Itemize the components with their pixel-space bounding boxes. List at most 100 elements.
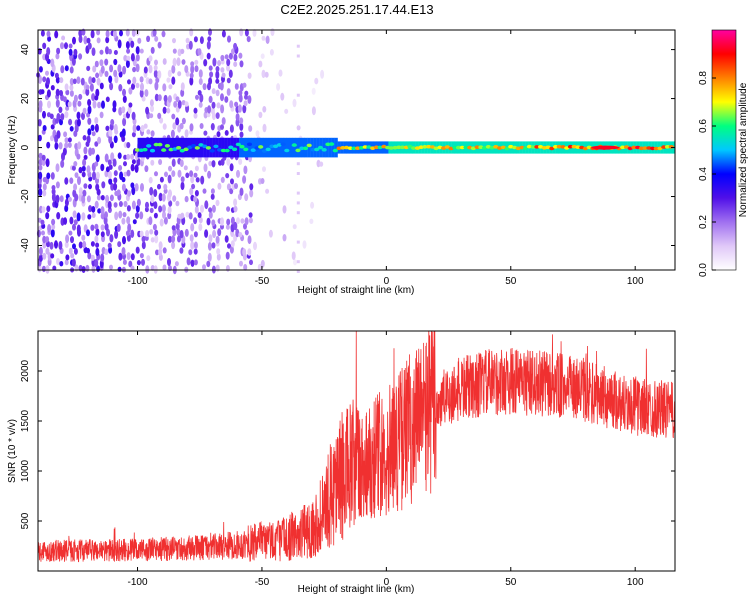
spectrogram-cell bbox=[40, 30, 45, 37]
spectrogram-cell bbox=[119, 30, 123, 37]
spectrogram-cell bbox=[174, 261, 179, 267]
spectrogram-cell bbox=[41, 154, 46, 161]
spectrogram-cell bbox=[69, 126, 74, 132]
spectrogram-cell bbox=[203, 59, 208, 67]
spectrogram-cell bbox=[233, 198, 238, 207]
spectrogram-cell bbox=[86, 37, 91, 44]
snr-y-label: SNR (10 * v/v) bbox=[7, 419, 18, 483]
spectrogram-cell bbox=[131, 29, 136, 37]
spectrogram-cell bbox=[157, 94, 162, 102]
spectrogram-cell bbox=[239, 60, 244, 68]
spectrogram-ridge-core bbox=[299, 146, 305, 151]
spectrogram-cell bbox=[88, 183, 92, 190]
spectrogram-cell bbox=[215, 89, 220, 97]
spectrogram-cell bbox=[226, 88, 231, 96]
spectrogram-cell bbox=[235, 113, 240, 121]
spectrogram-cell bbox=[189, 187, 194, 196]
spectrogram-ridge-core bbox=[422, 145, 428, 149]
spectrogram-cell bbox=[59, 77, 64, 84]
spectrogram-cell bbox=[159, 176, 164, 183]
spectrogram-cell bbox=[148, 78, 153, 85]
spectrogram-cell bbox=[101, 181, 106, 189]
spectrogram-cell bbox=[134, 164, 139, 173]
spectrogram-cell bbox=[121, 176, 126, 183]
spectrogram-cell bbox=[73, 248, 78, 255]
spectrogram-cell bbox=[157, 112, 162, 119]
spectrogram-cell bbox=[215, 112, 220, 119]
spectrogram-cell bbox=[158, 241, 163, 250]
spectrogram-cell bbox=[105, 96, 110, 103]
spectrogram-cell bbox=[127, 79, 131, 85]
spectrogram-ridge-core bbox=[321, 148, 327, 152]
spectrogram-cell bbox=[194, 65, 199, 73]
spectrogram-cell bbox=[162, 264, 167, 271]
spectrogram-cell bbox=[113, 58, 118, 66]
colorbar-label: Normalized spectral amplitude bbox=[738, 82, 749, 217]
spectrogram-cell bbox=[136, 260, 141, 266]
spectrogram-cell bbox=[248, 125, 253, 132]
spectrogram-cell bbox=[189, 76, 194, 86]
spectrogram-cell bbox=[242, 82, 247, 88]
spectrogram-cell bbox=[90, 224, 95, 231]
spectrogram-cell bbox=[113, 50, 118, 55]
y-tick-label: 500 bbox=[20, 512, 31, 529]
spectrogram-cell bbox=[127, 223, 132, 233]
spectrogram-ridge-core bbox=[549, 146, 555, 151]
spectrogram-ridge-band bbox=[277, 137, 282, 158]
spectrogram-cell bbox=[216, 253, 221, 261]
spectrogram-cell bbox=[198, 69, 203, 78]
spectrogram-ridge-band bbox=[251, 137, 255, 158]
colorbar-tick-label: 0.4 bbox=[698, 167, 709, 181]
spectrogram-cell bbox=[91, 93, 96, 102]
spectrogram-cell bbox=[95, 242, 100, 248]
spectrogram-cell bbox=[110, 152, 115, 162]
spectrogram-cell bbox=[177, 235, 181, 243]
spectrogram-cell bbox=[225, 224, 230, 230]
spectrogram-cell bbox=[99, 49, 104, 55]
spectrogram-cell bbox=[141, 235, 146, 243]
spectrogram-cell bbox=[85, 84, 90, 90]
spectrogram-cell bbox=[132, 219, 137, 225]
spectrogram-ridge-core bbox=[650, 146, 656, 151]
spectrogram-cell bbox=[177, 100, 182, 109]
spectrogram-cell bbox=[100, 163, 105, 172]
spectrogram-cell bbox=[87, 105, 92, 115]
spectrogram-cell bbox=[249, 259, 253, 266]
spectrogram-cell bbox=[184, 65, 189, 74]
spectrogram-cell bbox=[118, 201, 123, 207]
spectrogram-cell bbox=[68, 43, 73, 49]
spectrogram-cell bbox=[243, 264, 248, 271]
spectrogram-cell bbox=[314, 77, 319, 85]
spectrogram-cell bbox=[296, 162, 300, 166]
spectrogram-cell bbox=[197, 212, 202, 219]
spectrogram-cell bbox=[94, 123, 99, 133]
spectrogram-cell bbox=[58, 240, 63, 250]
spectrogram-cell bbox=[45, 212, 50, 220]
spectrogram-cell bbox=[117, 241, 122, 248]
spectrogram-cell bbox=[91, 47, 96, 56]
spectrogram-cell bbox=[96, 37, 101, 44]
spectrogram-cell bbox=[226, 64, 230, 72]
spectrogram-ridge-core bbox=[291, 143, 297, 147]
spectrogram-cell bbox=[197, 48, 202, 56]
spectrogram-cell bbox=[180, 181, 185, 191]
spectrogram-cell bbox=[207, 241, 212, 251]
spectrogram-cell bbox=[126, 205, 131, 212]
spectrogram-cell bbox=[73, 48, 78, 56]
spectrogram-cell bbox=[45, 158, 50, 168]
spectrogram-cell bbox=[198, 78, 203, 85]
spectrogram-cell bbox=[137, 37, 142, 44]
spectrogram-cell bbox=[112, 100, 117, 109]
spectrogram-cell bbox=[140, 125, 145, 133]
spectrogram-cell bbox=[46, 141, 51, 149]
spectrogram-cell bbox=[72, 36, 76, 45]
spectrogram-cell bbox=[130, 182, 135, 189]
spectrogram-cell bbox=[60, 159, 65, 168]
spectrogram-cell bbox=[198, 216, 203, 224]
spectrogram-ridge-band bbox=[140, 137, 144, 158]
spectrogram-ridge-core bbox=[273, 144, 279, 149]
spectrogram-cell bbox=[233, 61, 238, 67]
spectrogram-cell bbox=[51, 188, 56, 195]
spectrogram-cell bbox=[104, 223, 109, 231]
spectrogram-cell bbox=[189, 170, 194, 178]
